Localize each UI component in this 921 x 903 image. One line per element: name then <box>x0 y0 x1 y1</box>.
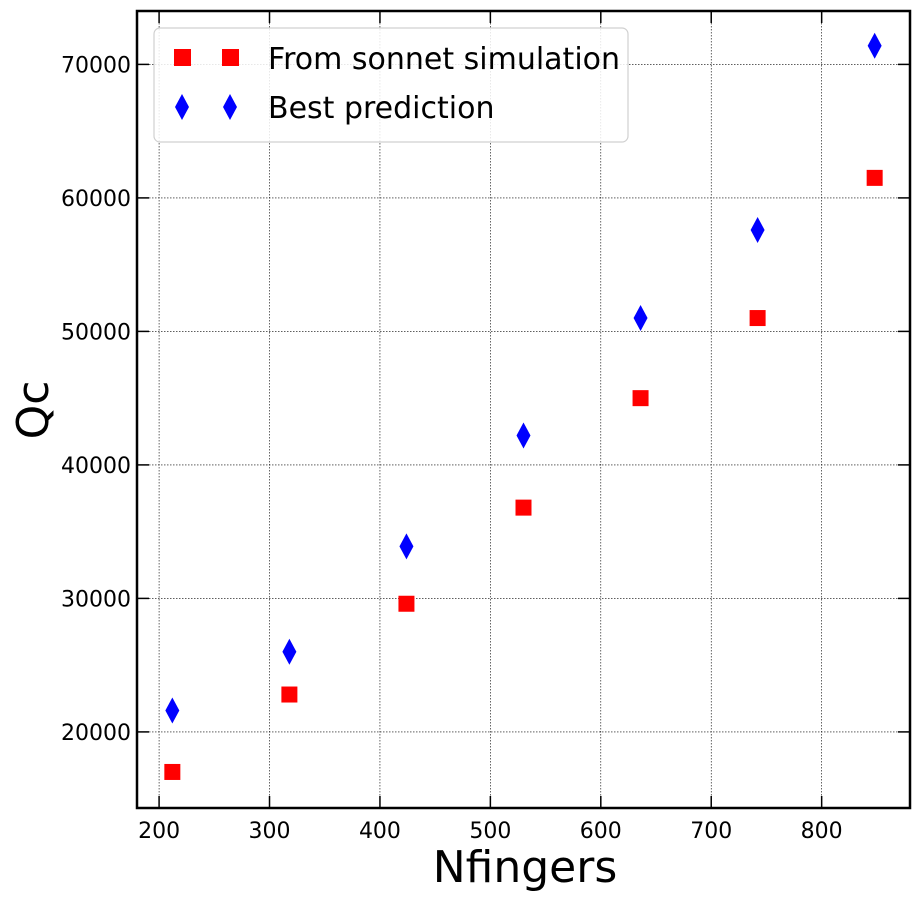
legend-marker-diamond-2 <box>223 94 237 120</box>
y-tick-label-4: 60000 <box>61 187 131 212</box>
point-simulation-0 <box>164 763 181 780</box>
point-simulation-6 <box>866 169 883 186</box>
y-tick-labels: 20000 30000 40000 50000 60000 70000 <box>61 53 131 746</box>
legend-label-simulation: From sonnet simulation <box>268 42 620 77</box>
x-tick-label-2: 400 <box>359 819 401 844</box>
point-prediction-6 <box>867 32 882 59</box>
legend-marker-diamond-1 <box>175 94 189 120</box>
point-simulation-4 <box>632 390 649 407</box>
data-points <box>164 32 883 780</box>
plot-frame <box>135 9 912 810</box>
legend-box <box>153 27 629 143</box>
point-prediction-5 <box>750 216 765 243</box>
legend-marker-square-2 <box>222 49 239 66</box>
x-tick-label-5: 700 <box>690 819 732 844</box>
x-tick-label-0: 200 <box>138 819 180 844</box>
point-prediction-1 <box>282 638 297 665</box>
y-tick-label-1: 30000 <box>61 587 131 612</box>
point-prediction-4 <box>633 305 648 332</box>
x-tick-label-4: 600 <box>580 819 622 844</box>
point-prediction-0 <box>165 697 180 724</box>
point-simulation-1 <box>281 686 298 703</box>
legend: From sonnet simulation Best prediction <box>153 27 629 143</box>
legend-marker-square-1 <box>174 49 191 66</box>
y-tick-label-3: 50000 <box>61 320 131 345</box>
plot-background <box>137 11 910 808</box>
x-tick-label-1: 300 <box>249 819 291 844</box>
point-prediction-3 <box>516 422 531 449</box>
point-prediction-2 <box>399 533 414 560</box>
point-simulation-5 <box>749 310 766 327</box>
legend-label-prediction: Best prediction <box>268 91 494 126</box>
grid <box>137 11 910 808</box>
y-tick-label-0: 20000 <box>61 721 131 746</box>
x-tick-label-6: 800 <box>801 819 843 844</box>
ticks <box>137 11 910 808</box>
point-simulation-3 <box>515 499 532 516</box>
y-tick-label-2: 40000 <box>61 454 131 479</box>
y-axis-title: Qc <box>8 381 59 440</box>
x-axis-title: Nfingers <box>433 842 618 893</box>
y-tick-label-5: 70000 <box>61 53 131 78</box>
x-tick-label-3: 500 <box>469 819 511 844</box>
point-simulation-2 <box>398 595 415 612</box>
x-tick-labels: 200 300 400 500 600 700 800 <box>138 819 843 844</box>
